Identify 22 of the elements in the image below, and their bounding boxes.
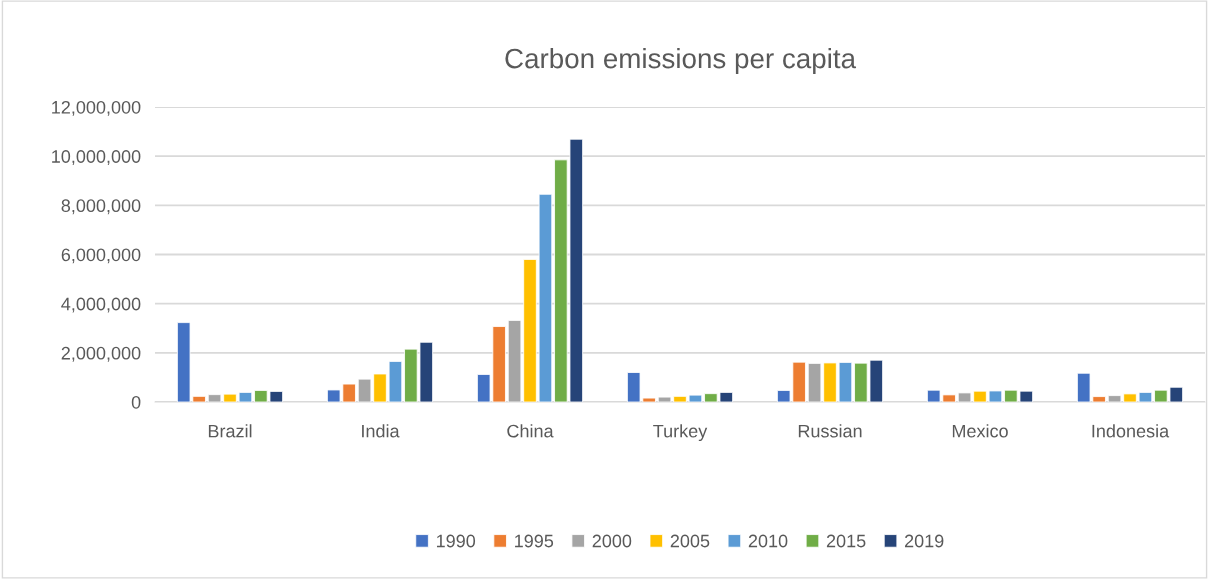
- y-tick-label: 0: [131, 395, 141, 409]
- x-tick-label: Turkey: [653, 424, 708, 442]
- x-tick-label: India: [362, 424, 400, 438]
- y-tick-label: 6,000,000: [61, 248, 141, 264]
- legend-label: 2019: [904, 534, 944, 548]
- legend-label: 2000: [592, 534, 632, 548]
- legend-label: 2015: [826, 534, 866, 548]
- legend-label: 1990: [436, 534, 476, 548]
- y-tick-label: 8,000,000: [61, 199, 141, 215]
- x-tick-label: Brazil: [208, 424, 252, 438]
- legend-label: 1995: [515, 534, 554, 548]
- x-tick-label: Mexico: [952, 424, 1008, 438]
- chart-title: Carbon emissions per capita: [505, 47, 857, 74]
- y-tick-label: 4,000,000: [61, 297, 141, 313]
- legend-label: 2005: [670, 534, 710, 548]
- y-tick-label: 2,000,000: [61, 346, 141, 362]
- x-tick-label: Russian: [798, 424, 862, 438]
- legend-label: 2010: [748, 534, 788, 548]
- x-tick-label: Indonesia: [1092, 424, 1170, 438]
- x-tick-label: China: [507, 424, 554, 438]
- y-tick-label: 12,000,000: [52, 100, 141, 116]
- y-tick-label: 10,000,000: [52, 150, 141, 166]
